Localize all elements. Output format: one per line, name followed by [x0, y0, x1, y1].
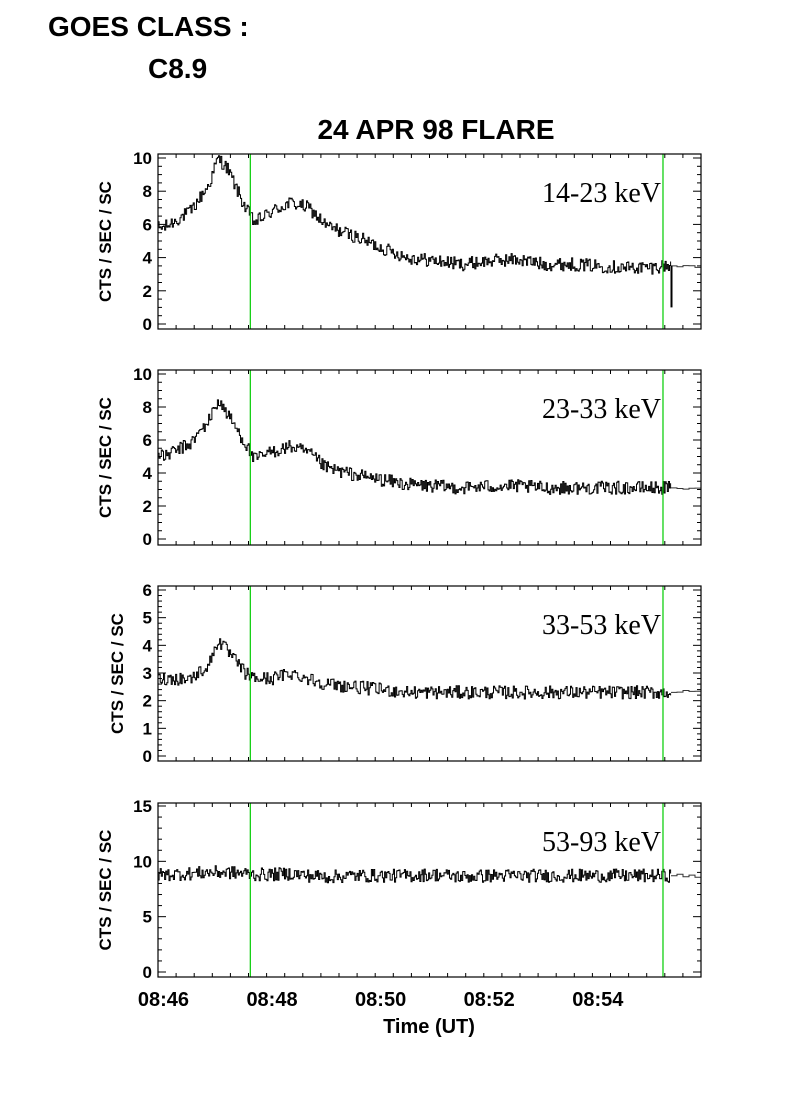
x-tick-label: 08:46 [138, 989, 189, 1011]
panel-2: 0 2 4 6 8 10 23-33 keV CTS / SEC / SC [96, 365, 702, 549]
y-axis-label: CTS / SEC / SC [96, 397, 115, 518]
y-tick-label: 0 [143, 963, 152, 982]
panel-1: 0 2 4 6 8 10 14-23 keV CTS / SEC / SC [96, 149, 702, 334]
x-axis-label: Time (UT) [383, 1016, 475, 1038]
y-tick-label: 2 [143, 282, 152, 301]
x-tick-label: 08:48 [246, 989, 297, 1011]
series-tail-panel-3 [671, 690, 701, 693]
y-tick-label: 15 [133, 797, 152, 816]
y-tick-label: 4 [143, 464, 153, 483]
y-tick-label: 5 [143, 609, 152, 628]
series-line-panel-4 [158, 865, 672, 884]
x-tick-label: 08:50 [355, 989, 406, 1011]
x-tick-label: 08:52 [464, 989, 515, 1011]
goes-class-value: C8.9 [148, 53, 207, 84]
panel-4: 0 5 10 15 53-93 keV CTS / SEC / SC [96, 797, 702, 982]
y-tick-label: 8 [143, 398, 152, 417]
y-tick-label: 6 [143, 581, 152, 600]
y-tick-label: 6 [143, 215, 152, 234]
y-tick-label: 10 [133, 365, 152, 384]
series-tail-panel-2 [671, 486, 701, 490]
y-axis-label: CTS / SEC / SC [96, 181, 115, 302]
y-tick-label: 3 [143, 664, 152, 683]
series-tail-panel-4 [671, 873, 701, 878]
y-axis-label: CTS / SEC / SC [96, 830, 115, 951]
y-tick-label: 1 [143, 719, 152, 738]
y-tick-label: 6 [143, 431, 152, 450]
y-tick-label: 0 [143, 530, 152, 549]
series-line-panel-1 [158, 155, 672, 275]
y-tick-label: 4 [143, 249, 153, 268]
chart-title: 24 APR 98 FLARE [317, 114, 554, 145]
y-tick-label: 0 [143, 747, 152, 766]
x-tick-label: 08:54 [572, 989, 624, 1011]
energy-band-label: 53-93 keV [542, 827, 661, 858]
series-tail-panel-1 [671, 265, 701, 268]
energy-band-label: 33-53 keV [542, 610, 661, 641]
y-tick-label: 2 [143, 692, 152, 711]
y-tick-label: 0 [143, 315, 152, 334]
panel-3: 0 1 2 3 4 5 6 33-53 keV CTS / SEC / SC [108, 581, 702, 766]
y-tick-label: 5 [143, 908, 152, 927]
y-tick-label: 10 [133, 149, 152, 168]
y-tick-label: 10 [133, 852, 152, 871]
energy-band-label: 14-23 keV [542, 178, 661, 209]
goes-class-label: GOES CLASS : [48, 11, 249, 42]
series-line-panel-3 [158, 638, 672, 700]
y-tick-label: 2 [143, 497, 152, 516]
energy-band-label: 23-33 keV [542, 394, 661, 425]
x-axis: 08:46 08:48 08:50 08:52 08:54 [138, 989, 624, 1011]
y-tick-label: 4 [143, 636, 153, 655]
y-tick-label: 8 [143, 182, 152, 201]
y-axis-label: CTS / SEC / SC [108, 613, 127, 734]
series-line-panel-2 [158, 399, 672, 495]
